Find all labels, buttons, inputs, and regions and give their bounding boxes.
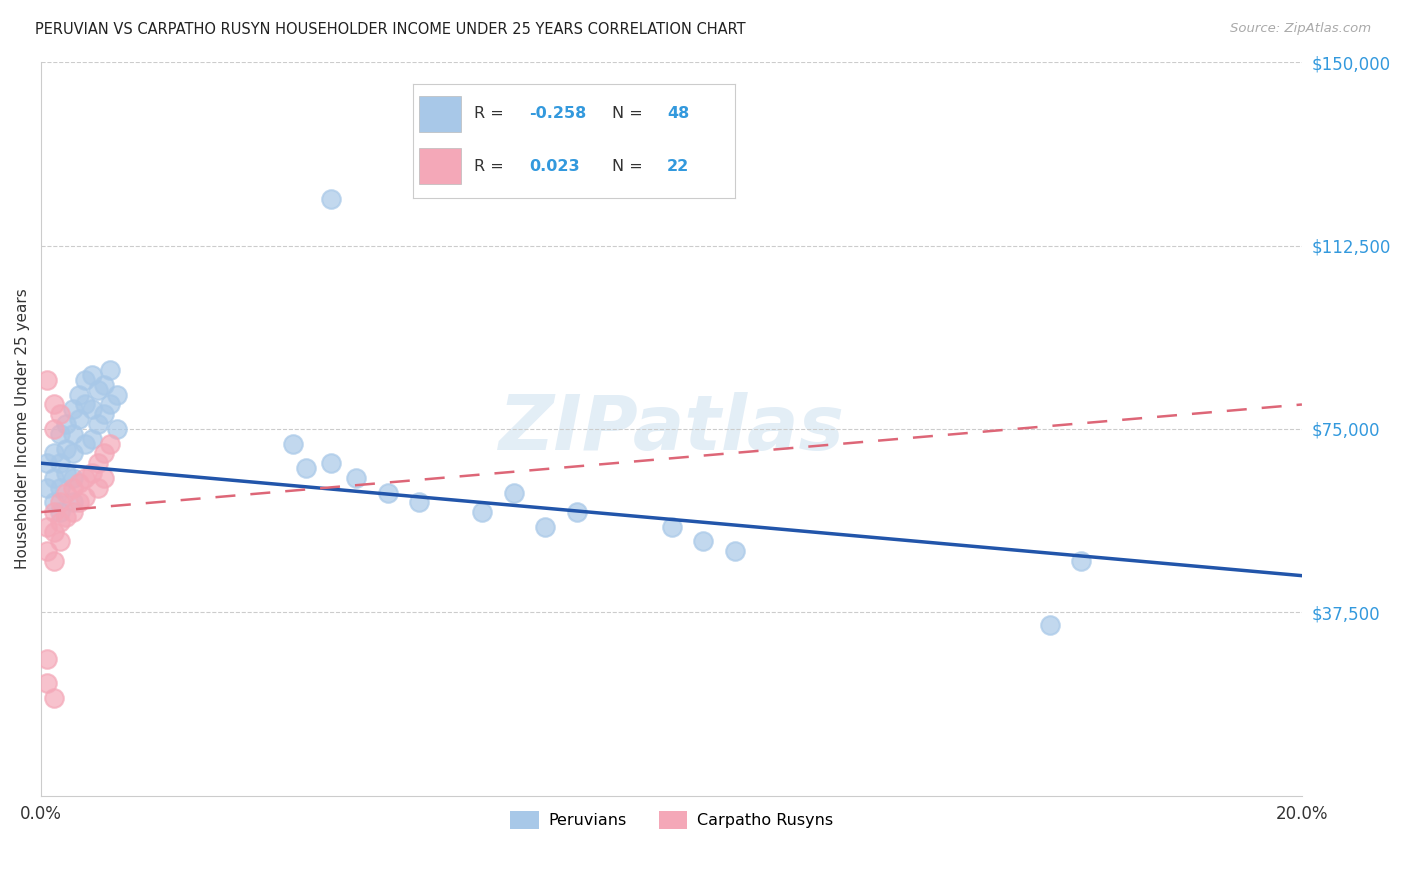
Point	[723, 544, 745, 558]
Point	[319, 456, 342, 470]
Point	[471, 505, 494, 519]
Point	[100, 397, 122, 411]
Point	[42, 397, 65, 411]
Point	[100, 436, 122, 450]
Point	[295, 461, 318, 475]
Point	[42, 422, 65, 436]
Point	[37, 652, 59, 666]
Point	[62, 402, 84, 417]
Point	[93, 446, 115, 460]
Point	[37, 373, 59, 387]
Point	[67, 495, 90, 509]
Point	[344, 471, 367, 485]
Legend: Peruvians, Carpatho Rusyns: Peruvians, Carpatho Rusyns	[503, 805, 839, 836]
Point	[49, 534, 72, 549]
Point	[42, 524, 65, 539]
Point	[1070, 554, 1092, 568]
Point	[37, 544, 59, 558]
Point	[62, 426, 84, 441]
Point	[80, 368, 103, 383]
Point	[55, 417, 77, 431]
Point	[692, 534, 714, 549]
Point	[100, 363, 122, 377]
Point	[75, 397, 97, 411]
Point	[49, 426, 72, 441]
Point	[80, 432, 103, 446]
Point	[1039, 617, 1062, 632]
Point	[565, 505, 588, 519]
Text: ZIPatlas: ZIPatlas	[499, 392, 845, 466]
Point	[93, 471, 115, 485]
Point	[105, 422, 128, 436]
Text: PERUVIAN VS CARPATHO RUSYN HOUSEHOLDER INCOME UNDER 25 YEARS CORRELATION CHART: PERUVIAN VS CARPATHO RUSYN HOUSEHOLDER I…	[35, 22, 745, 37]
Point	[49, 515, 72, 529]
Point	[49, 407, 72, 421]
Point	[105, 387, 128, 401]
Point	[534, 520, 557, 534]
Point	[503, 485, 526, 500]
Point	[42, 446, 65, 460]
Point	[49, 505, 72, 519]
Point	[62, 505, 84, 519]
Point	[42, 505, 65, 519]
Point	[75, 436, 97, 450]
Point	[42, 690, 65, 705]
Point	[62, 446, 84, 460]
Point	[408, 495, 430, 509]
Point	[87, 383, 110, 397]
Point	[93, 407, 115, 421]
Point	[37, 520, 59, 534]
Point	[67, 475, 90, 490]
Point	[37, 456, 59, 470]
Point	[49, 495, 72, 509]
Point	[75, 373, 97, 387]
Point	[55, 442, 77, 456]
Point	[55, 466, 77, 480]
Point	[55, 485, 77, 500]
Text: Source: ZipAtlas.com: Source: ZipAtlas.com	[1230, 22, 1371, 36]
Point	[87, 417, 110, 431]
Point	[377, 485, 399, 500]
Point	[67, 387, 90, 401]
Point	[62, 481, 84, 495]
Point	[319, 192, 342, 206]
Point	[62, 495, 84, 509]
Point	[37, 481, 59, 495]
Point	[283, 436, 305, 450]
Point	[49, 456, 72, 470]
Point	[67, 412, 90, 426]
Point	[49, 481, 72, 495]
Point	[62, 471, 84, 485]
Point	[93, 378, 115, 392]
Point	[80, 402, 103, 417]
Point	[42, 471, 65, 485]
Point	[75, 471, 97, 485]
Point	[80, 466, 103, 480]
Point	[661, 520, 683, 534]
Y-axis label: Householder Income Under 25 years: Householder Income Under 25 years	[15, 289, 30, 569]
Point	[75, 491, 97, 505]
Point	[37, 676, 59, 690]
Point	[42, 495, 65, 509]
Point	[87, 456, 110, 470]
Point	[42, 554, 65, 568]
Point	[55, 510, 77, 524]
Point	[87, 481, 110, 495]
